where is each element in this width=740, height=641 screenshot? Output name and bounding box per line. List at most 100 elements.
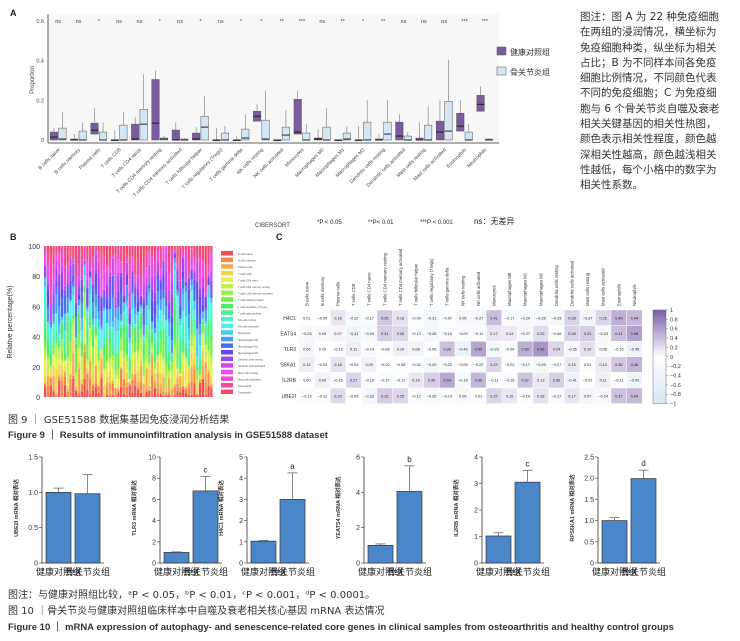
stacked-bar-segment xyxy=(44,276,47,278)
stacked-bar-segment xyxy=(114,304,117,308)
stacked-bar-segment xyxy=(52,327,55,343)
stacked-bar-segment xyxy=(97,318,100,328)
heatmap-value: −0.14 xyxy=(442,394,452,398)
stacked-bar-segment xyxy=(204,296,207,309)
y-tick-label: 0 xyxy=(474,561,478,568)
stacked-bar-segment xyxy=(69,246,72,256)
y-tick-label: 1.5 xyxy=(584,497,594,504)
stacked-bar-segment xyxy=(97,392,100,397)
stacked-bar-segment xyxy=(94,364,98,366)
colorbar-tick-label: −1 xyxy=(670,402,676,408)
stacked-bar-segment xyxy=(201,311,205,319)
heatmap-value: 0.44 xyxy=(631,394,638,398)
stacked-bar-segment xyxy=(159,277,162,280)
stacked-bar-segment xyxy=(83,351,86,379)
stacked-bar-segment xyxy=(55,369,58,395)
stacked-bar-segment xyxy=(162,315,165,317)
heatmap-value: −0.13 xyxy=(302,394,312,398)
stacked-bar-segment xyxy=(77,316,81,335)
stacked-bar-segment xyxy=(108,268,112,273)
stacked-bar-segment xyxy=(139,365,143,382)
column-label: NK cells resting xyxy=(460,276,465,306)
stacked-bar-segment xyxy=(86,390,89,397)
stacked-bar-segment xyxy=(165,395,168,397)
stacked-bar-segment xyxy=(100,325,103,329)
stacked-bar-segment xyxy=(165,357,168,364)
stacked-bar-segment xyxy=(179,387,182,393)
stacked-bar-segment xyxy=(159,330,162,340)
stacked-bar-segment xyxy=(173,385,176,388)
stacked-bar-segment xyxy=(86,359,89,366)
legend-swatch xyxy=(221,310,233,315)
stacked-bar-segment xyxy=(83,285,86,287)
stacked-bar-segment xyxy=(69,300,72,302)
fig9-caption-cn: 图 9 ｜ GSE51588 数据集基因免疫浸润分析结果 xyxy=(8,415,230,426)
stacked-bar-segment xyxy=(52,283,55,295)
stacked-bar-segment xyxy=(145,294,148,306)
significance-label: ns xyxy=(137,19,143,25)
stacked-bar-segment xyxy=(153,246,157,262)
stacked-bar-segment xyxy=(120,272,123,277)
heatmap-value: 0.11 xyxy=(350,348,357,352)
stacked-bar-segment xyxy=(66,315,69,322)
legend-swatch xyxy=(221,284,233,289)
legend-label: Macrophages M0 xyxy=(238,338,259,342)
stacked-bar-segment xyxy=(173,383,176,386)
stacked-bar-segment xyxy=(134,314,137,325)
stacked-bar-segment xyxy=(86,330,89,346)
stacked-bar-segment xyxy=(170,395,174,397)
heatmap-value: 0.05 xyxy=(319,332,326,336)
stacked-bar-segment xyxy=(196,358,199,367)
stacked-bar-segment xyxy=(114,374,117,380)
stacked-bar-segment xyxy=(210,302,213,312)
stacked-bar-segment xyxy=(198,296,202,315)
stacked-bar-segment xyxy=(55,394,58,397)
y-tick-label: 2 xyxy=(239,518,243,525)
stacked-bar-segment xyxy=(210,354,213,359)
stacked-bar-segment xyxy=(125,284,128,286)
legend-label: Mast cells resting xyxy=(238,371,259,375)
stacked-bar-segment xyxy=(196,300,199,329)
x-tick-label: 骨关节炎组 xyxy=(65,566,110,577)
stacked-bar-segment xyxy=(204,338,207,339)
column-label: Macrophages M2 xyxy=(538,272,543,306)
stacked-bar-segment xyxy=(89,294,92,314)
heatmap-value: 0.31 xyxy=(381,332,388,336)
legend-label: Dendritic cells resting xyxy=(238,358,263,362)
stacked-bar-segment xyxy=(176,317,179,337)
stacked-bar-segment xyxy=(148,364,151,367)
heatmap-value: −0.09 xyxy=(458,332,468,336)
stacked-bar-segment xyxy=(91,385,95,391)
heatmap-value: 0.39 xyxy=(444,348,451,352)
stacked-bar-segment xyxy=(60,360,64,363)
stacked-bar-segment xyxy=(198,375,202,380)
stacked-bar-segment xyxy=(170,352,174,355)
stacked-bar-segment xyxy=(187,246,190,260)
stacked-bar-segment xyxy=(184,292,188,317)
stacked-bar-segment xyxy=(148,386,151,391)
stacked-bar-segment xyxy=(198,334,202,346)
stacked-bar-segment xyxy=(46,246,50,254)
stacked-bar-segment xyxy=(165,325,168,336)
stacked-bar-segment xyxy=(201,379,205,397)
stacked-bar-segment xyxy=(77,264,81,278)
stacked-bar-segment xyxy=(69,361,72,366)
stacked-bar-segment xyxy=(156,388,159,397)
stacked-bar-segment xyxy=(72,263,75,276)
stacked-bar-segment xyxy=(91,267,95,284)
stacked-bar-segment xyxy=(83,316,86,344)
stacked-bar-segment xyxy=(77,300,81,306)
stacked-bar-segment xyxy=(148,253,151,265)
stacked-bar-segment xyxy=(125,361,128,369)
stacked-bar-segment xyxy=(176,337,179,368)
stacked-bar-segment xyxy=(128,338,131,343)
stacked-bar-segment xyxy=(145,305,148,326)
stacked-bar-segment xyxy=(97,353,100,355)
method-label: CIBERSORT xyxy=(255,223,290,229)
stacked-bar-segment xyxy=(156,396,159,397)
stacked-bar-segment xyxy=(58,364,61,375)
stacked-bar-segment xyxy=(201,246,205,261)
stacked-bar-segment xyxy=(63,360,67,362)
y-tick-label: 1 xyxy=(474,534,478,541)
stacked-bar-segment xyxy=(170,316,174,323)
